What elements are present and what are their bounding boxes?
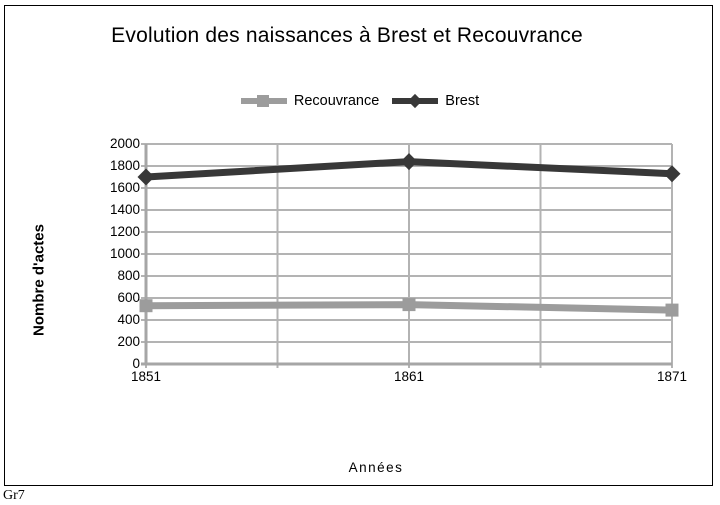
legend-item-brest: Brest (392, 93, 479, 109)
legend-label-recouvrance: Recouvrance (293, 93, 380, 109)
y-tick-label: 400 (117, 312, 140, 327)
chart-title: Evolution des naissances à Brest et Reco… (111, 24, 583, 47)
square-marker-icon (665, 303, 679, 317)
y-tick-label: 2000 (109, 136, 140, 151)
square-marker-icon (402, 298, 416, 312)
x-axis-title: Années (348, 460, 404, 475)
x-tick-label: 1851 (130, 369, 162, 384)
chart-border (4, 5, 713, 486)
legend-label-brest: Brest (445, 93, 480, 109)
legend: Recouvrance Brest (0, 90, 720, 112)
diamond-marker-icon (408, 93, 423, 109)
chart-svg (137, 143, 681, 368)
x-axis-tick-labels: 1851 1861 1871 (131, 369, 687, 387)
square-marker-icon (256, 95, 269, 107)
y-tick-label: 800 (117, 268, 140, 283)
legend-swatch-brest (392, 93, 439, 109)
y-tick-label: 1600 (109, 180, 140, 195)
y-axis-tick-labels: 2000 1800 1600 1400 1200 1000 800 600 400 200 0 (0, 136, 140, 371)
y-tick-label: 1800 (109, 158, 140, 173)
y-tick-label: 200 (117, 334, 140, 349)
legend-item-recouvrance: Recouvrance (240, 93, 380, 109)
y-tick-label: 0 (132, 356, 140, 371)
legend-swatch-recouvrance (240, 94, 287, 108)
x-tick-label: 1861 (393, 369, 425, 384)
plot-area (137, 143, 681, 368)
diamond-marker-icon (400, 153, 418, 171)
y-tick-label: 1000 (109, 246, 140, 261)
x-tick-label: 1871 (656, 369, 688, 384)
square-marker-icon (139, 299, 153, 313)
diamond-marker-icon (137, 168, 155, 186)
y-tick-label: 1400 (109, 202, 140, 217)
y-tick-label: 600 (117, 290, 140, 305)
chart-caption: Gr7 (3, 488, 25, 503)
diamond-marker-icon (663, 165, 681, 183)
y-tick-label: 1200 (109, 224, 140, 239)
